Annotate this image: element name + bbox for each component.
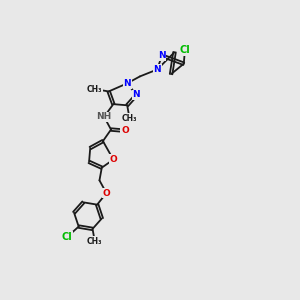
Text: CH₃: CH₃ (122, 113, 137, 122)
Text: N: N (158, 51, 166, 60)
Text: NH: NH (97, 112, 112, 121)
Text: CH₃: CH₃ (87, 85, 103, 94)
Text: N: N (123, 79, 131, 88)
Text: O: O (110, 155, 117, 164)
Text: O: O (121, 126, 129, 135)
Text: CH₃: CH₃ (87, 237, 103, 246)
Text: Cl: Cl (62, 232, 73, 242)
Text: Cl: Cl (180, 45, 190, 55)
Text: O: O (103, 189, 110, 198)
Text: N: N (133, 90, 140, 99)
Text: N: N (153, 65, 161, 74)
